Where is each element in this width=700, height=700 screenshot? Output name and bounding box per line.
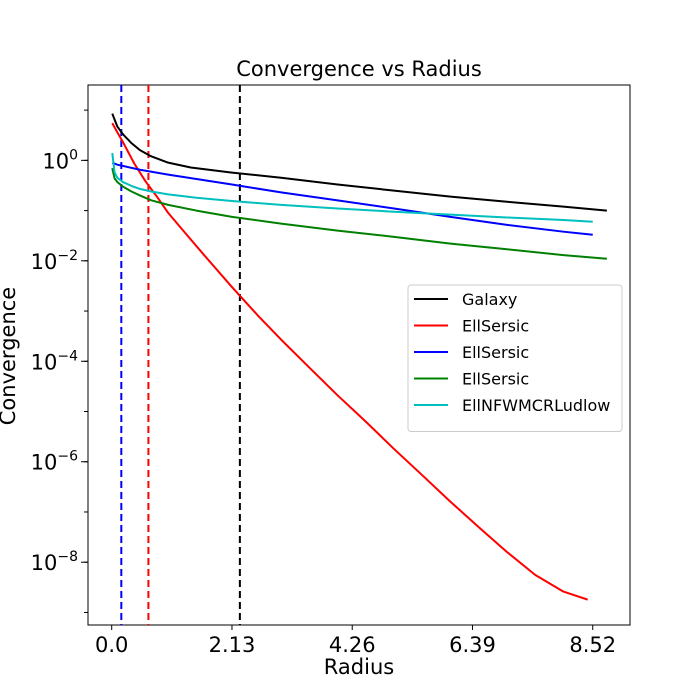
chart-title: Convergence vs Radius [236,57,482,81]
y-tick-label-2: 10−2 [31,248,78,274]
legend-entry-5: EllNFWMCRLudlow [462,396,610,415]
x-tick-label-5: 8.52 [569,633,616,657]
series-line-4 [111,167,607,260]
series-lines [111,113,607,601]
series-line-3 [111,161,593,236]
x-tick-label-3: 4.26 [329,633,376,657]
plot-area [87,84,631,626]
legend-entry-3: EllSersic [462,343,529,362]
legend: Galaxy EllSersic EllSersic EllSersic EllNFWM… [407,284,623,432]
legend-entry-2: EllSersic [462,317,529,336]
x-axis-label: Radius [324,655,394,679]
series-line-2 [111,122,588,601]
y-tick-label-5: 10−8 [31,549,78,575]
y-tick-label-4: 10−6 [31,449,78,475]
y-tick-label-3: 10−4 [31,348,78,374]
x-tick-label-4: 6.39 [449,633,496,657]
legend-entry-1: Galaxy [462,290,517,309]
legend-entry-4: EllSersic [462,370,529,389]
reference-lines [120,85,241,625]
x-axis: 0.0 2.13 4.26 6.39 8.52 [95,625,616,657]
y-tick-label-1: 100 [42,147,78,173]
x-tick-label-2: 2.13 [209,633,256,657]
x-tick-label-1: 0.0 [95,633,128,657]
y-axis: 100 10−2 10−4 10−6 10−8 [31,109,88,613]
y-axis-label: Convergence [0,287,20,425]
series-line-1 [111,113,607,212]
legend-box [407,284,623,432]
series-line-5 [111,152,593,223]
plot-frame [87,84,631,626]
